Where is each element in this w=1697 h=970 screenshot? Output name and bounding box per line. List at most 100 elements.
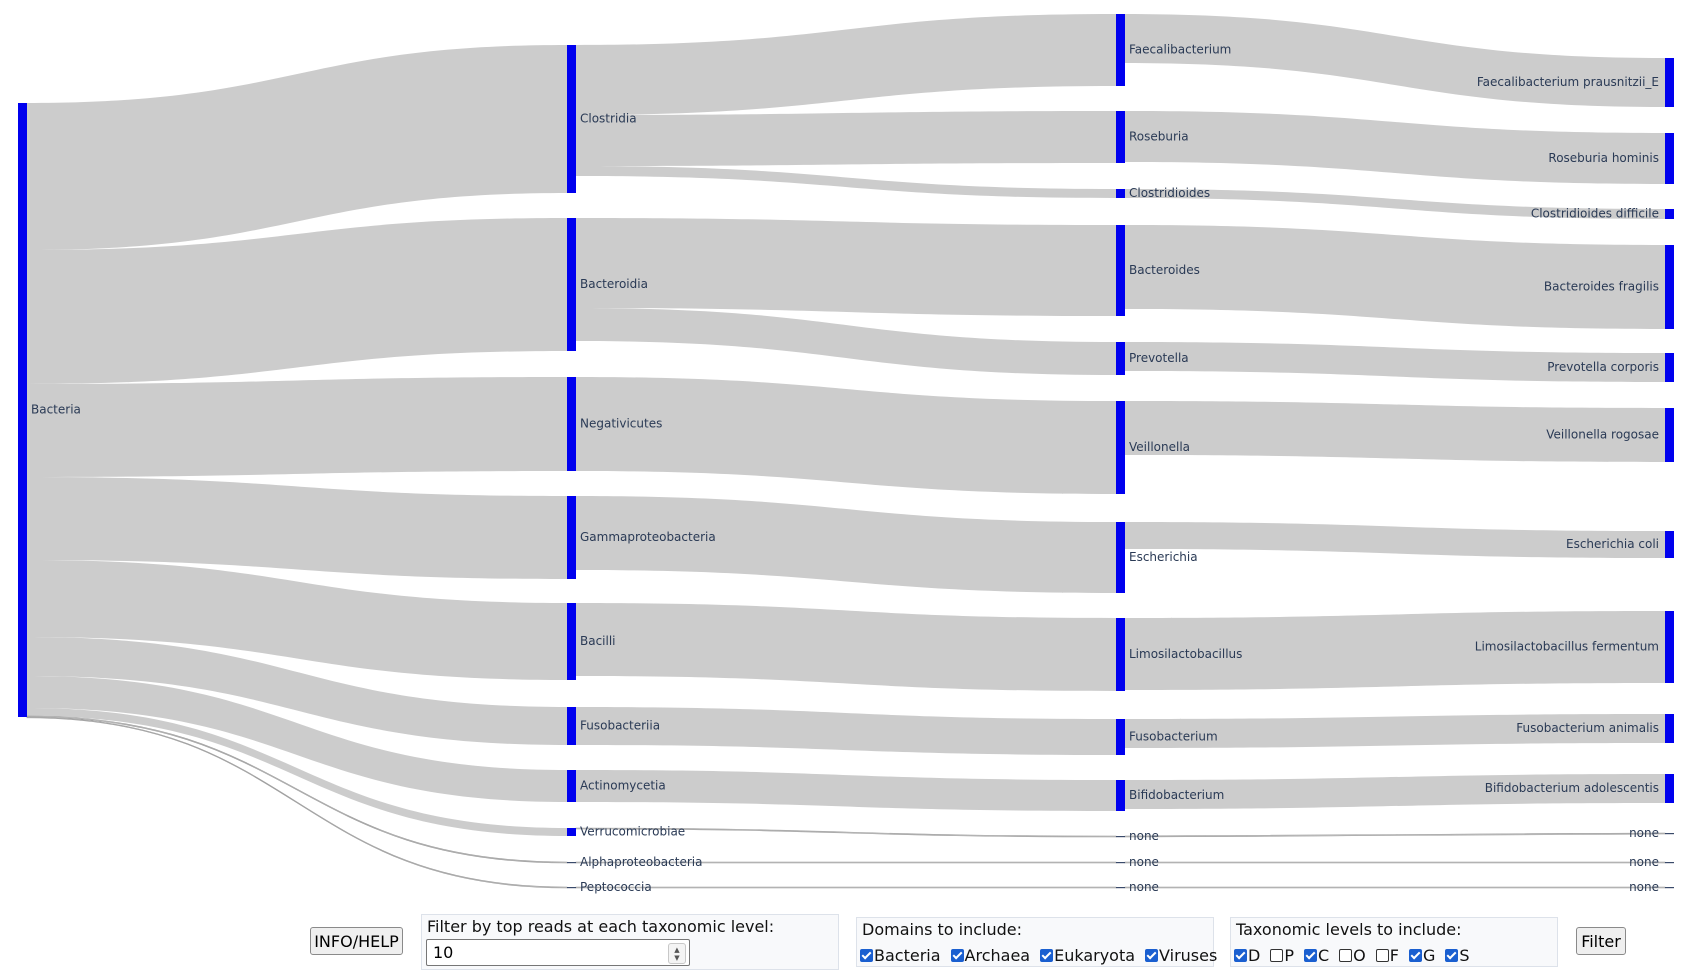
info-help-button[interactable]: INFO/HELP bbox=[310, 927, 403, 955]
checkbox-checked-icon[interactable] bbox=[1040, 949, 1054, 962]
domain-option-archaea[interactable]: Archaea bbox=[950, 946, 1030, 965]
checkbox-checked-icon[interactable] bbox=[860, 949, 873, 962]
sankey-node-c_difficile[interactable] bbox=[1665, 209, 1674, 219]
checkbox-checked-icon[interactable] bbox=[1145, 949, 1159, 962]
sankey-link[interactable] bbox=[27, 676, 567, 802]
sankey-link[interactable] bbox=[1124, 832, 1666, 838]
sankey-node-none_g3[interactable] bbox=[1116, 887, 1125, 889]
level-option-p[interactable]: P bbox=[1270, 946, 1294, 965]
sankey-link[interactable] bbox=[1125, 774, 1665, 809]
sankey-link[interactable] bbox=[1125, 14, 1665, 107]
level-option-f[interactable]: F bbox=[1375, 946, 1399, 965]
sankey-link[interactable] bbox=[576, 14, 1116, 115]
sankey-node-f_prausnitzii[interactable] bbox=[1665, 58, 1674, 107]
sankey-link[interactable] bbox=[576, 377, 1116, 494]
sankey-label-none_s1: none bbox=[1629, 826, 1659, 840]
sankey-link[interactable] bbox=[576, 308, 1116, 375]
sankey-link[interactable] bbox=[27, 45, 567, 250]
sankey-link[interactable] bbox=[576, 603, 1116, 691]
sankey-link[interactable] bbox=[27, 560, 567, 680]
sankey-link[interactable] bbox=[576, 111, 1116, 166]
sankey-node-bacteroides[interactable] bbox=[1116, 225, 1125, 316]
checkbox-checked-icon[interactable] bbox=[1445, 949, 1459, 962]
sankey-link[interactable] bbox=[576, 166, 1116, 198]
sankey-node-bacilli[interactable] bbox=[567, 603, 576, 680]
sankey-node-none_s1[interactable] bbox=[1665, 833, 1674, 835]
sankey-node-none_g2[interactable] bbox=[1116, 862, 1125, 864]
checkbox-unchecked-icon[interactable] bbox=[1270, 949, 1284, 962]
sankey-link[interactable] bbox=[27, 637, 567, 745]
sankey-node-verrucomicrobiae[interactable] bbox=[567, 828, 576, 836]
level-option-s[interactable]: S bbox=[1445, 946, 1470, 965]
sankey-link[interactable] bbox=[27, 377, 567, 477]
sankey-link[interactable] bbox=[27, 477, 567, 579]
sankey-node-e_coli[interactable] bbox=[1665, 531, 1674, 558]
sankey-node-none_s3[interactable] bbox=[1665, 887, 1674, 889]
sankey-node-b_fragilis[interactable] bbox=[1665, 245, 1674, 329]
sankey-node-bacteroidia[interactable] bbox=[567, 218, 576, 351]
level-option-c[interactable]: C bbox=[1303, 946, 1329, 965]
sankey-link[interactable] bbox=[576, 770, 1116, 811]
checkbox-checked-icon[interactable] bbox=[1303, 949, 1317, 962]
filter-button[interactable]: Filter bbox=[1576, 927, 1626, 955]
sankey-link[interactable] bbox=[1125, 714, 1665, 748]
sankey-node-v_rogosae[interactable] bbox=[1665, 408, 1674, 462]
sankey-node-bifidobacterium[interactable] bbox=[1116, 780, 1125, 811]
sankey-node-p_corporis[interactable] bbox=[1665, 353, 1674, 382]
sankey-node-alphaproteobacteria[interactable] bbox=[567, 862, 576, 864]
sankey-link[interactable] bbox=[1125, 522, 1665, 558]
sankey-node-bacteria[interactable] bbox=[18, 103, 27, 717]
sankey-node-escherichia[interactable] bbox=[1116, 522, 1125, 593]
sankey-link[interactable] bbox=[1124, 861, 1666, 864]
domain-option-bacteria[interactable]: Bacteria bbox=[860, 946, 941, 965]
sankey-link[interactable] bbox=[1125, 611, 1665, 690]
checkbox-unchecked-icon[interactable] bbox=[1339, 949, 1353, 962]
checkbox-checked-icon[interactable] bbox=[1408, 949, 1422, 962]
sankey-node-clostridia[interactable] bbox=[567, 45, 576, 193]
sankey-label-bacteroidia: Bacteroidia bbox=[580, 277, 648, 291]
sankey-node-negativicutes[interactable] bbox=[567, 377, 576, 471]
sankey-node-fusobacterium[interactable] bbox=[1116, 719, 1125, 755]
sankey-node-prevotella[interactable] bbox=[1116, 342, 1125, 375]
level-option-o[interactable]: O bbox=[1339, 946, 1366, 965]
sankey-node-peptococcia[interactable] bbox=[567, 887, 576, 889]
sankey-link[interactable] bbox=[576, 496, 1116, 593]
top-reads-input[interactable]: 10 ▲ ▼ bbox=[426, 939, 690, 966]
sankey-node-fusobacteriia[interactable] bbox=[567, 707, 576, 745]
domain-option-eukaryota[interactable]: Eukaryota bbox=[1040, 946, 1135, 965]
level-option-g[interactable]: G bbox=[1408, 946, 1435, 965]
level-option-label: O bbox=[1353, 946, 1366, 965]
sankey-node-f_animalis[interactable] bbox=[1665, 714, 1674, 743]
sankey-link[interactable] bbox=[575, 886, 1117, 889]
sankey-node-veillonella[interactable] bbox=[1116, 401, 1125, 494]
sankey-node-roseburia[interactable] bbox=[1116, 111, 1125, 163]
sankey-link[interactable] bbox=[1125, 225, 1665, 329]
sankey-link[interactable] bbox=[27, 218, 567, 384]
checkbox-unchecked-icon[interactable] bbox=[1375, 949, 1389, 962]
checkbox-checked-icon[interactable] bbox=[950, 949, 964, 962]
sankey-node-faecalibacterium[interactable] bbox=[1116, 14, 1125, 86]
sankey-node-l_fermentum[interactable] bbox=[1665, 611, 1674, 683]
sankey-node-clostridioides[interactable] bbox=[1116, 189, 1125, 198]
sankey-label-none_g1: none bbox=[1129, 829, 1159, 843]
sankey-link[interactable] bbox=[576, 218, 1116, 316]
sankey-link[interactable] bbox=[576, 707, 1116, 755]
sankey-link[interactable] bbox=[1125, 401, 1665, 462]
checkbox-checked-icon[interactable] bbox=[1234, 949, 1247, 962]
sankey-node-none_s2[interactable] bbox=[1665, 862, 1674, 864]
sankey-link[interactable] bbox=[27, 708, 567, 836]
sankey-node-gammaproteobacteria[interactable] bbox=[567, 496, 576, 579]
sankey-node-none_g1[interactable] bbox=[1116, 836, 1125, 838]
sankey-node-b_adolescentis[interactable] bbox=[1665, 774, 1674, 803]
domain-option-viruses[interactable]: Viruses bbox=[1145, 946, 1217, 965]
sankey-link[interactable] bbox=[1125, 342, 1665, 382]
sankey-link[interactable] bbox=[1125, 111, 1665, 184]
sankey-node-r_hominis[interactable] bbox=[1665, 133, 1674, 184]
sankey-node-limosilactobacillus[interactable] bbox=[1116, 618, 1125, 691]
sankey-link[interactable] bbox=[1125, 189, 1665, 219]
number-spinner-icon[interactable]: ▲ ▼ bbox=[668, 943, 686, 964]
sankey-link[interactable] bbox=[1124, 886, 1666, 889]
sankey-node-actinomycetia[interactable] bbox=[567, 770, 576, 802]
sankey-label-p_corporis: Prevotella corporis bbox=[1547, 360, 1659, 374]
level-option-d[interactable]: D bbox=[1234, 946, 1260, 965]
